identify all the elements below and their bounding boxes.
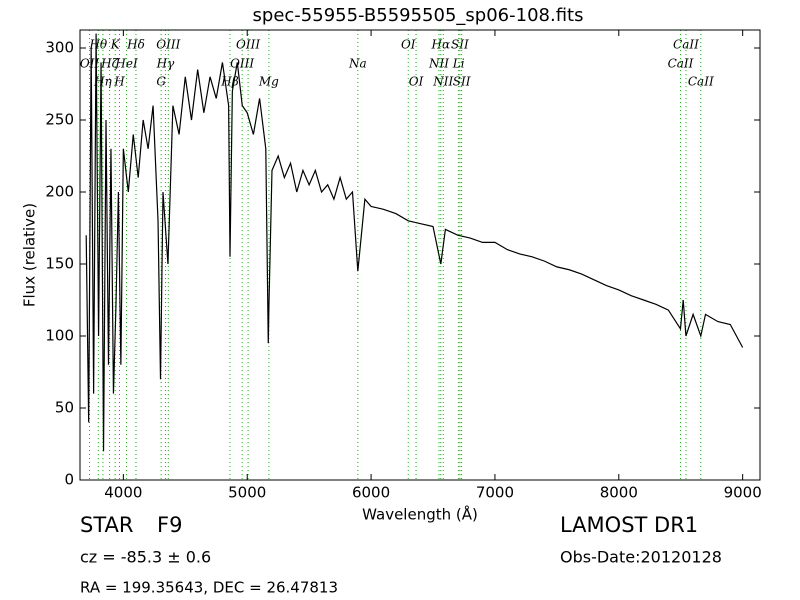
y-tick-label: 50 bbox=[55, 399, 74, 417]
x-tick-label: 9000 bbox=[724, 484, 762, 502]
spectral-line-label: Li bbox=[452, 57, 465, 71]
spectral-line-label: OIII bbox=[236, 38, 260, 52]
x-axis-label: Wavelength (Å) bbox=[362, 505, 478, 524]
y-axis-label: Flux (relative) bbox=[21, 203, 39, 307]
x-tick-label: 5000 bbox=[228, 484, 266, 502]
star-subclass: F9 bbox=[157, 513, 182, 537]
spectral-line-label: OII bbox=[80, 57, 100, 71]
spectral-line-label: OI bbox=[401, 38, 416, 52]
spectral-line-label: NII bbox=[432, 75, 453, 89]
spectral-line-label: Hθ bbox=[88, 38, 107, 52]
y-tick-label: 150 bbox=[45, 255, 74, 273]
coordinates: RA = 199.35643, DEC = 26.47813 bbox=[80, 579, 338, 597]
x-tick-label: 6000 bbox=[352, 484, 390, 502]
spectrum-line bbox=[85, 33, 744, 452]
x-tick-label: 7000 bbox=[476, 484, 514, 502]
y-tick-label: 100 bbox=[45, 327, 74, 345]
spectral-line-label: Hζ bbox=[100, 57, 119, 71]
spectral-line-label: HeI bbox=[114, 57, 138, 71]
survey: LAMOST DR1 bbox=[560, 513, 698, 537]
x-tick-label: 4000 bbox=[104, 484, 142, 502]
spectral-line-label: CaII bbox=[668, 57, 694, 71]
spectral-line-label: K bbox=[110, 38, 121, 52]
spectral-line-label: CaII bbox=[673, 38, 699, 52]
spectral-line-label: Hη bbox=[93, 75, 112, 89]
spectral-line-label: G bbox=[156, 75, 166, 89]
spectral-line-label: OIII bbox=[156, 38, 180, 52]
plot-frame bbox=[79, 29, 761, 481]
y-tick-label: 0 bbox=[64, 471, 74, 489]
y-tick-label: 250 bbox=[45, 111, 74, 129]
redshift: cz = -85.3 ± 0.6 bbox=[80, 548, 211, 567]
spectral-line-label: Hδ bbox=[126, 38, 145, 52]
spectral-line-label: NII bbox=[428, 57, 449, 71]
y-tick-label: 200 bbox=[45, 183, 74, 201]
spectral-line-label: OIII bbox=[230, 57, 254, 71]
spectral-line-label: Hα bbox=[431, 38, 451, 52]
spectral-line-label: Hβ bbox=[220, 75, 238, 89]
y-tick-label: 300 bbox=[45, 39, 74, 57]
x-tick-label: 8000 bbox=[600, 484, 638, 502]
spectral-line-label: Mg bbox=[258, 75, 279, 89]
spectral-line-label: OI bbox=[409, 75, 424, 89]
spectral-line-label: CaII bbox=[688, 75, 714, 89]
chart-title: spec-55955-B5595505_sp06-108.fits bbox=[253, 5, 584, 26]
star-class: STAR bbox=[80, 513, 133, 537]
spectral-line-label: Hγ bbox=[156, 57, 175, 71]
spectral-line-label: H bbox=[113, 75, 125, 89]
spectral-line-label: Na bbox=[348, 57, 367, 71]
spectral-line-label: SII bbox=[453, 75, 471, 89]
spectral-line-label: SII bbox=[451, 38, 469, 52]
obs-date: Obs-Date:20120128 bbox=[560, 548, 722, 567]
